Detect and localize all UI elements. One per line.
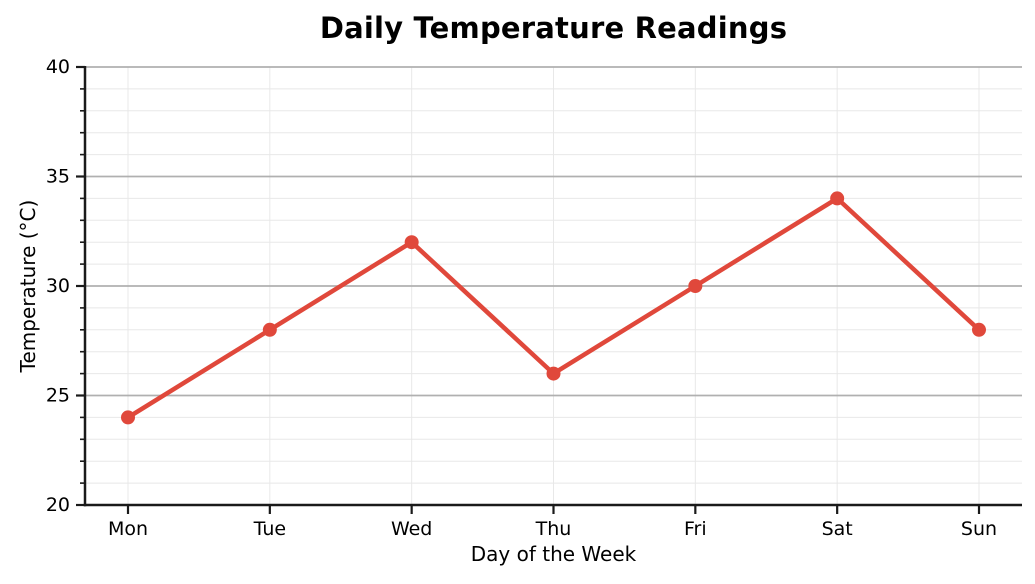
y-tick-label: 30 <box>46 275 70 297</box>
x-tick-label: Fri <box>684 518 707 540</box>
data-point-marker <box>688 279 703 293</box>
y-tick-label: 20 <box>46 494 70 516</box>
x-tick-label: Thu <box>535 518 572 540</box>
data-point-marker <box>972 322 986 337</box>
data-point-marker <box>404 235 419 250</box>
x-axis-label: Day of the Week <box>470 542 637 566</box>
chart-title: Daily Temperature Readings <box>319 11 788 45</box>
data-point-marker <box>546 366 561 381</box>
y-tick-label: 40 <box>46 56 70 78</box>
data-point-marker <box>121 410 135 425</box>
x-tick-label: Mon <box>108 518 148 540</box>
data-point-marker <box>830 191 845 206</box>
x-tick-label: Tue <box>253 518 286 540</box>
y-tick-label: 35 <box>46 166 70 188</box>
data-point-marker <box>262 322 277 337</box>
y-tick-label: 25 <box>46 385 70 407</box>
x-tick-label: Sun <box>961 518 997 540</box>
x-tick-label: Sat <box>822 518 853 540</box>
x-tick-label: Wed <box>391 518 432 540</box>
